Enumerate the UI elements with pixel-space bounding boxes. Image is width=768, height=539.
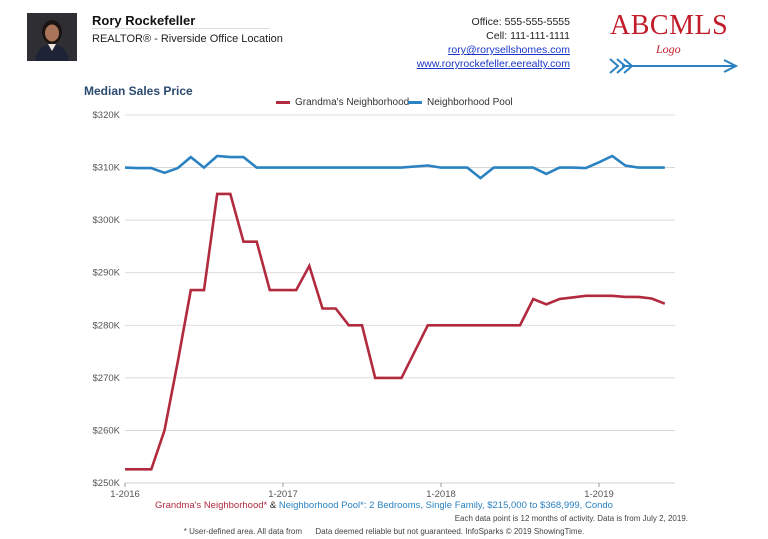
disclaimer: * User-defined area. All data from Data … (183, 527, 585, 536)
chart-title: Median Sales Price (84, 84, 193, 98)
median-sales-price-chart: $250K $260K $270K $280K $290K $300K $310K $320K… (93, 110, 675, 500)
legend-swatch-b (408, 101, 422, 104)
agent-avatar (27, 13, 77, 61)
website-link[interactable]: www.roryrockefeller.eerealty.com (416, 58, 570, 70)
contact-block: Office: 555-555-5555 Cell: 111-111-1111 … (417, 15, 570, 71)
y-tick-label: $310K (93, 163, 121, 174)
y-tick-label: $280K (93, 320, 121, 331)
chart-caption: Grandma's Neighborhood* & Neighborhood P… (0, 500, 768, 511)
chart-legend: Grandma's Neighborhood Neighborhood Pool (0, 97, 768, 111)
caption-area-a: Grandma's Neighborhood* (155, 500, 268, 511)
x-tick-label: 1-2016 (110, 489, 140, 500)
x-tick-label: 1-2017 (268, 489, 298, 500)
y-tick-label: $270K (93, 373, 121, 384)
cell-phone: Cell: 111-111-1111 (486, 30, 570, 42)
email-link[interactable]: rory@rorysellshomes.com (447, 44, 570, 56)
caption-amp: & (267, 500, 279, 511)
series-line-grandmas-neighborhood (125, 192, 666, 471)
logo-wordmark: ABCMLS (610, 10, 729, 41)
agent-divider (92, 28, 270, 29)
logo-subtext: Logo (656, 42, 681, 56)
y-tick-label: $320K (93, 110, 121, 121)
data-note: Each data point is 12 months of activity… (454, 514, 688, 523)
x-tick-label: 1-2019 (584, 489, 614, 500)
series-line-neighborhood-pool (124, 154, 665, 180)
logo-arrow-icon (609, 58, 739, 74)
mls-logo: ABCMLS Logo (598, 8, 748, 82)
y-tick-label: $300K (93, 215, 121, 226)
agent-header: Rory Rockefeller REALTOR® - Riverside Of… (0, 0, 768, 80)
legend-label-a: Grandma's Neighborhood (295, 97, 410, 108)
office-phone: Office: 555-555-5555 (471, 16, 570, 28)
caption-area-b: Neighborhood Pool*: 2 Bedrooms, Single F… (278, 500, 613, 511)
y-tick-label: $290K (93, 268, 121, 279)
legend-item-grandmas-neighborhood: Grandma's Neighborhood (276, 97, 409, 108)
legend-item-neighborhood-pool: Neighborhood Pool (408, 97, 513, 108)
x-tick-label: 1-2018 (426, 489, 456, 500)
legend-swatch-a (276, 101, 290, 104)
legend-label-b: Neighborhood Pool (427, 97, 513, 108)
agent-name: Rory Rockefeller (92, 13, 196, 28)
y-tick-label: $260K (93, 425, 121, 436)
y-tick-label: $250K (93, 478, 121, 489)
agent-title: REALTOR® - Riverside Office Location (92, 33, 283, 45)
